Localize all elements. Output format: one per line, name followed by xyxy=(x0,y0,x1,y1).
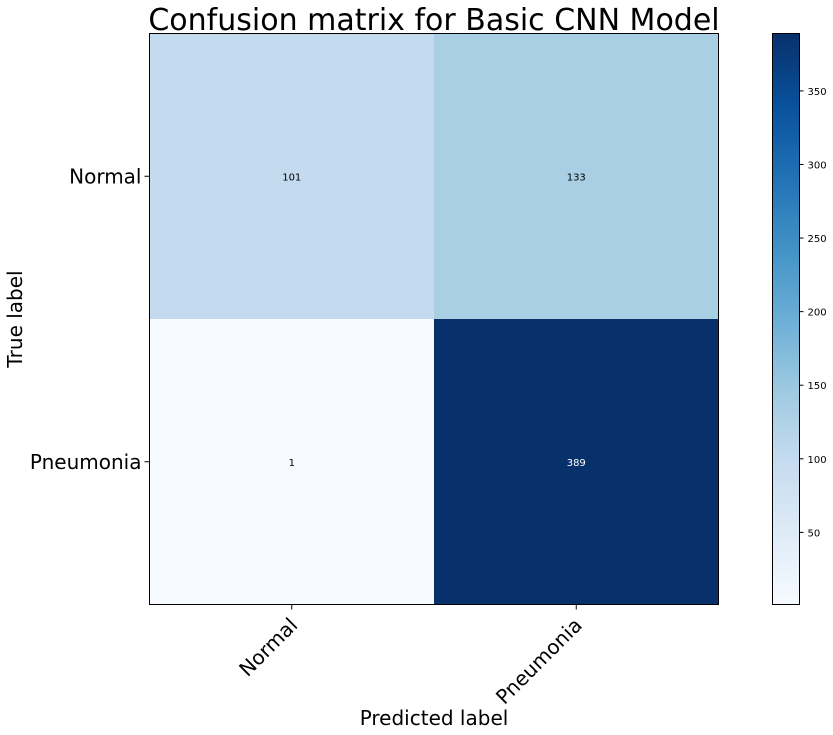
colorbar-tick-label: 350 xyxy=(808,87,827,98)
cell-value-label: 133 xyxy=(567,172,586,183)
x-axis-ticks: Normal Pneumonia xyxy=(234,604,587,709)
colorbar-tick-label: 300 xyxy=(808,160,827,171)
colorbar xyxy=(772,33,800,605)
matrix-cell-labels: 101 133 1 389 xyxy=(282,172,586,469)
chart-title: Confusion matrix for Basic CNN Model xyxy=(148,3,719,38)
x-tick-label: Normal xyxy=(234,613,302,681)
matrix-cell xyxy=(434,319,719,605)
matrix-cell xyxy=(149,33,434,319)
y-axis-ticks: Normal Pneumonia xyxy=(30,164,150,474)
cell-value-label: 101 xyxy=(282,172,301,183)
cell-value-label: 1 xyxy=(289,458,295,469)
matrix-cell xyxy=(434,33,719,319)
colorbar-tick-label: 100 xyxy=(808,455,827,466)
y-tick-label: Pneumonia xyxy=(30,450,142,474)
y-tick-label: Normal xyxy=(69,164,141,188)
matrix-cell xyxy=(149,319,434,605)
colorbar-tick-label: 250 xyxy=(808,234,827,245)
x-tick-label: Pneumonia xyxy=(491,613,587,709)
matrix-cells xyxy=(149,33,719,605)
plot-frame xyxy=(149,33,719,605)
cell-value-label: 389 xyxy=(567,458,586,469)
colorbar-tick-label: 200 xyxy=(808,308,827,319)
x-axis-label: Predicted label xyxy=(360,706,509,730)
colorbar-ticks: 50 100 150 200 250 300 350 xyxy=(799,87,827,539)
colorbar-tick-label: 50 xyxy=(808,528,821,539)
colorbar-tick-label: 150 xyxy=(808,381,827,392)
y-axis-label: True label xyxy=(3,270,27,368)
